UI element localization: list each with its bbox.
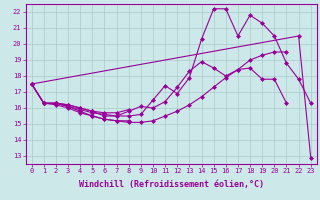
X-axis label: Windchill (Refroidissement éolien,°C): Windchill (Refroidissement éolien,°C) bbox=[79, 180, 264, 189]
